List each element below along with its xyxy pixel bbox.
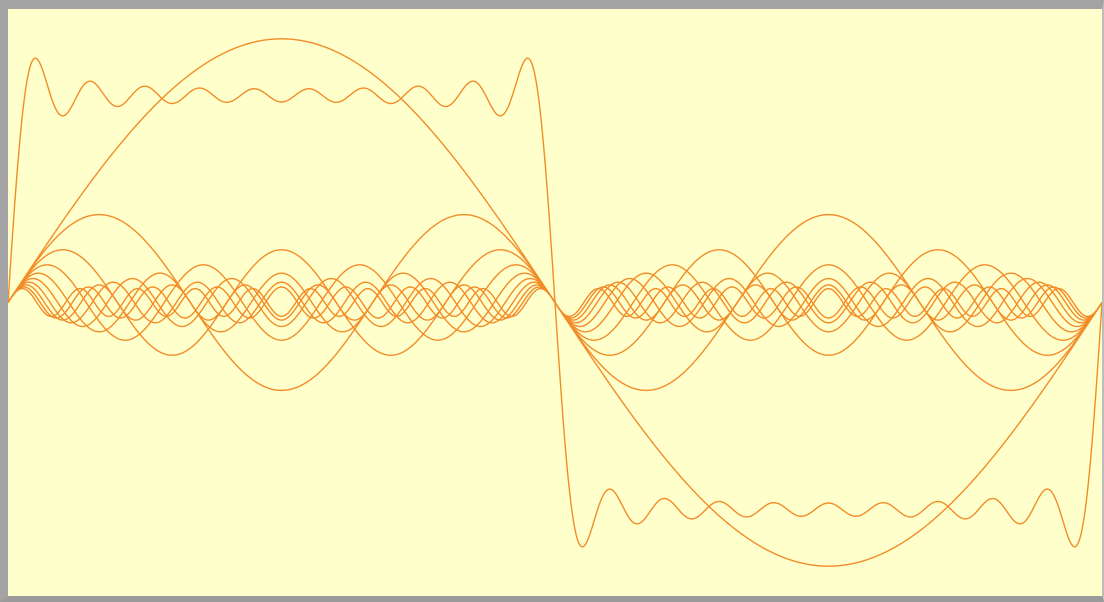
plot-area xyxy=(8,9,1102,596)
fourier-chart xyxy=(8,9,1102,596)
series-line-partial-sum xyxy=(8,57,1102,548)
series-group xyxy=(8,38,1102,567)
